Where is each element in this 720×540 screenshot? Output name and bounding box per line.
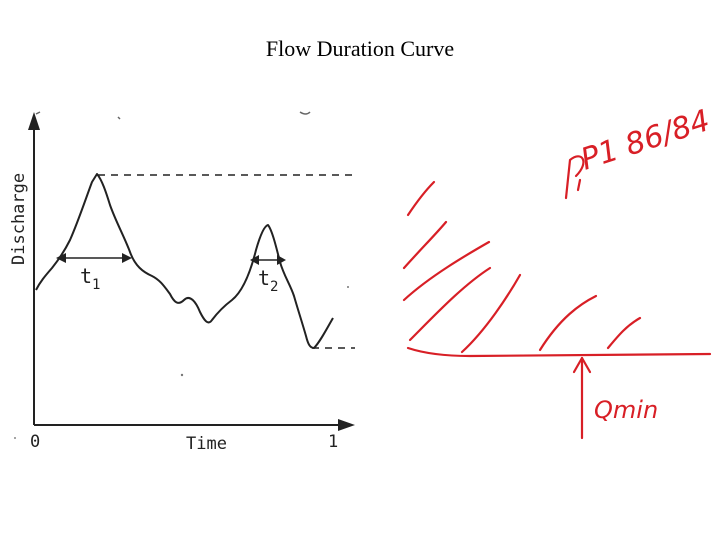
handwritten-note: P1 86/84 xyxy=(577,103,714,177)
scan-speck xyxy=(14,437,16,439)
x-axis-label: Time xyxy=(186,434,227,454)
handwritten-note-stroke xyxy=(564,155,585,200)
base-curve xyxy=(406,346,712,358)
x-axis-end: 1 xyxy=(328,432,338,452)
hatch-stroke xyxy=(402,220,448,270)
hatch-stroke xyxy=(406,180,436,217)
t1-arrow-left xyxy=(56,253,66,263)
hatch-stroke xyxy=(460,273,522,354)
t2-arrow-right xyxy=(277,255,286,265)
x-axis-arrow xyxy=(338,419,355,431)
hydrograph-curve xyxy=(35,173,334,349)
t2-arrow-left xyxy=(250,255,259,265)
hatch-stroke xyxy=(538,294,598,352)
hatch-stroke xyxy=(402,240,491,302)
y-axis-arrow xyxy=(28,112,40,130)
scan-remnant xyxy=(35,111,311,120)
t1-label: t1 xyxy=(80,264,100,293)
qmin-arrow-head xyxy=(572,356,592,374)
hydrograph-figure: t1 t2 Discharge Time 0 1 xyxy=(9,111,355,454)
t2-label: t2 xyxy=(258,266,278,295)
t1-arrow-right xyxy=(122,253,132,263)
scan-speck xyxy=(180,373,184,377)
handwritten-note-stroke xyxy=(576,178,582,192)
hatch-stroke xyxy=(408,266,492,342)
qmin-label: Qmin xyxy=(594,396,658,424)
handwritten-sketch: P1 86/84 Qmin xyxy=(402,103,714,440)
scan-speck xyxy=(347,286,349,288)
hatch-stroke xyxy=(606,316,642,350)
y-axis-label: Discharge xyxy=(9,173,29,265)
x-axis-start: 0 xyxy=(30,432,40,452)
slide-title: Flow Duration Curve xyxy=(265,36,455,61)
